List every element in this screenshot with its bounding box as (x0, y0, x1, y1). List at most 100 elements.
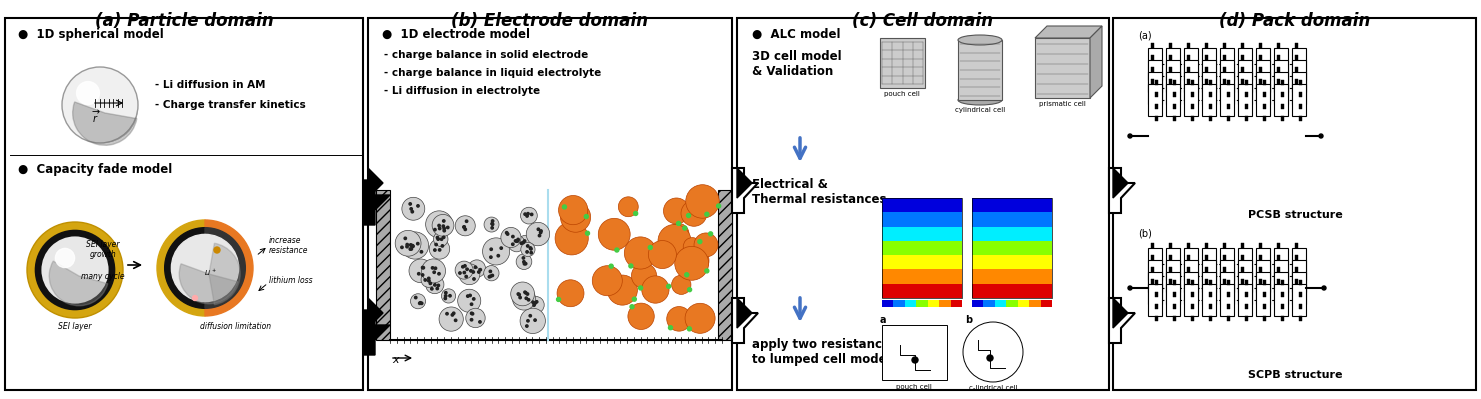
Circle shape (598, 218, 631, 250)
Bar (1299, 116, 1302, 121)
Bar (1220, 248, 1234, 280)
Circle shape (526, 222, 549, 246)
Bar (1299, 80, 1302, 85)
Circle shape (666, 284, 671, 288)
Circle shape (41, 236, 108, 304)
Circle shape (428, 277, 429, 280)
Text: Electrical &
Thermal resistances: Electrical & Thermal resistances (752, 178, 887, 206)
Circle shape (68, 74, 138, 142)
Bar (1277, 79, 1280, 84)
Bar (1191, 316, 1194, 321)
Bar (1148, 48, 1163, 80)
Bar (1294, 243, 1297, 248)
Bar (1186, 55, 1191, 60)
Polygon shape (1114, 298, 1129, 328)
Circle shape (560, 202, 591, 232)
Circle shape (634, 211, 638, 215)
Bar (1226, 292, 1231, 297)
Bar (972, 227, 1052, 241)
Bar (1166, 84, 1180, 116)
Bar (1203, 84, 1216, 116)
Bar (1246, 316, 1248, 321)
Bar (1206, 255, 1208, 260)
Circle shape (536, 300, 538, 303)
Circle shape (609, 264, 613, 268)
Bar (1155, 292, 1158, 297)
Bar (1208, 92, 1211, 97)
Polygon shape (363, 310, 390, 355)
Circle shape (416, 205, 419, 207)
Bar (1191, 292, 1194, 297)
Circle shape (492, 223, 493, 225)
Bar (1291, 284, 1306, 316)
Bar (1241, 255, 1244, 260)
Bar (1263, 280, 1266, 285)
Bar (1263, 116, 1266, 121)
Circle shape (406, 243, 409, 246)
Circle shape (668, 223, 689, 244)
Bar (1151, 67, 1154, 72)
Wedge shape (164, 228, 204, 308)
Circle shape (406, 245, 409, 248)
Circle shape (628, 303, 655, 330)
Circle shape (686, 185, 720, 218)
Bar (1256, 84, 1271, 116)
Circle shape (511, 243, 514, 245)
Circle shape (437, 238, 440, 240)
Circle shape (631, 263, 656, 288)
Circle shape (443, 227, 446, 230)
Circle shape (529, 314, 532, 317)
Circle shape (458, 289, 481, 312)
Bar (972, 198, 1052, 212)
Circle shape (419, 302, 421, 304)
Circle shape (666, 306, 692, 331)
Bar (972, 255, 1052, 269)
Circle shape (539, 231, 542, 234)
Text: lithium loss: lithium loss (270, 276, 312, 285)
Circle shape (535, 302, 536, 304)
Circle shape (467, 295, 469, 297)
Circle shape (429, 282, 431, 284)
Bar (1148, 248, 1163, 280)
Circle shape (455, 319, 456, 322)
Bar (1259, 55, 1262, 60)
Circle shape (421, 302, 424, 304)
Circle shape (684, 273, 689, 277)
Polygon shape (738, 168, 752, 198)
Circle shape (441, 245, 444, 247)
Circle shape (527, 245, 529, 247)
Circle shape (558, 196, 588, 225)
Bar (883, 284, 963, 298)
Circle shape (501, 227, 521, 247)
Text: - Charge transfer kinetics: - Charge transfer kinetics (156, 100, 305, 110)
Bar (1208, 80, 1211, 85)
Circle shape (429, 239, 450, 259)
Bar (1203, 60, 1216, 92)
Bar (1299, 92, 1302, 97)
Bar (1186, 279, 1191, 284)
Bar (1277, 243, 1280, 248)
Bar (1206, 67, 1208, 72)
Wedge shape (209, 243, 240, 305)
Circle shape (412, 211, 413, 213)
Bar (1220, 260, 1234, 292)
Bar (1151, 243, 1154, 248)
Circle shape (484, 266, 499, 281)
Bar (1155, 92, 1158, 97)
Polygon shape (1109, 298, 1134, 343)
Bar (1173, 280, 1176, 285)
Bar (1294, 279, 1297, 284)
Polygon shape (367, 168, 384, 198)
Bar (1166, 60, 1180, 92)
Bar (958, 40, 1003, 100)
Circle shape (490, 256, 492, 259)
Bar (1169, 43, 1171, 48)
Circle shape (683, 238, 702, 256)
Bar (883, 255, 963, 269)
Bar (1238, 248, 1251, 280)
Wedge shape (157, 220, 204, 316)
Bar (1274, 284, 1288, 316)
Bar (1256, 284, 1271, 316)
Bar (1259, 255, 1262, 260)
Circle shape (563, 205, 566, 209)
